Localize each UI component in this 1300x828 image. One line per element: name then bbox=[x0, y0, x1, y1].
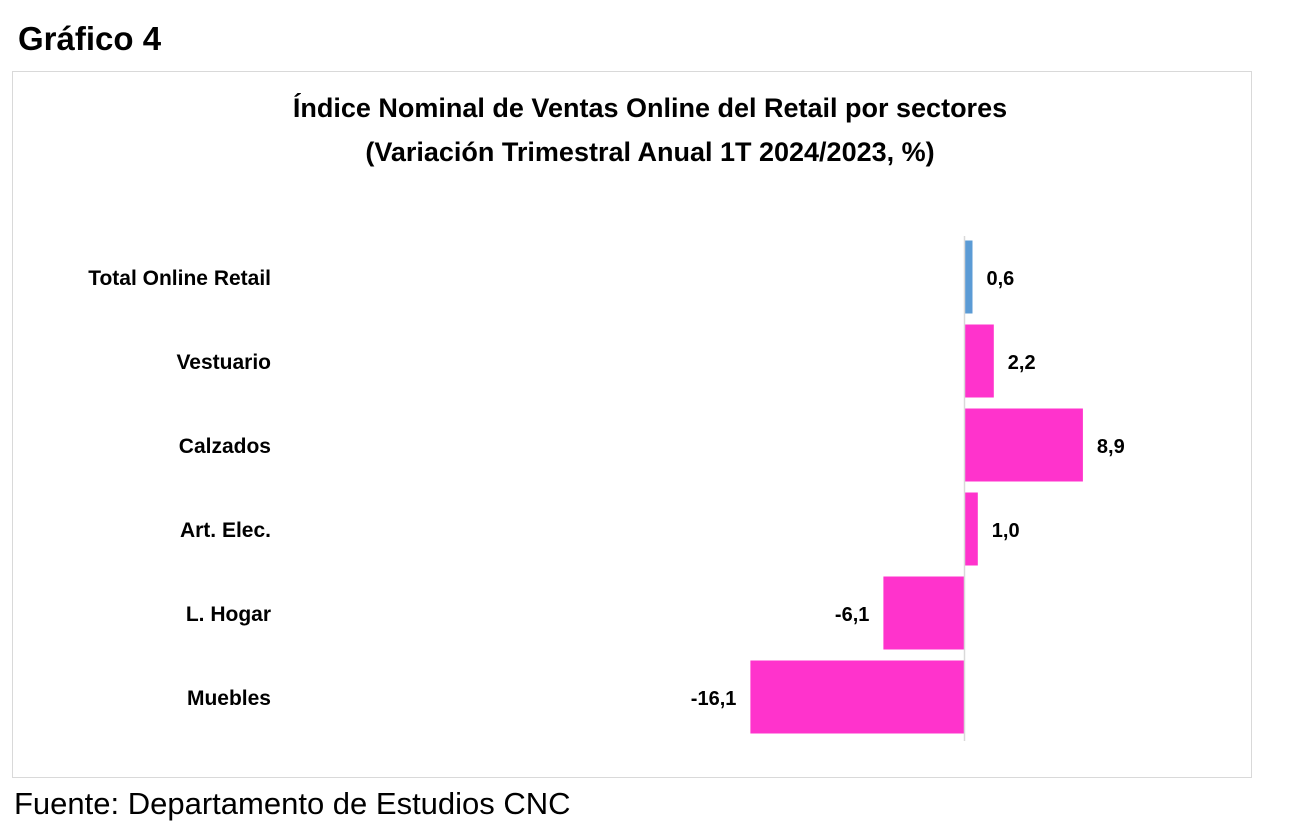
category-label: Vestuario bbox=[176, 351, 271, 374]
category-label: Art. Elec. bbox=[180, 519, 271, 542]
data-label: 8,9 bbox=[1097, 436, 1125, 458]
data-label: -16,1 bbox=[691, 688, 737, 710]
bar-0 bbox=[964, 240, 973, 314]
bar-2 bbox=[964, 408, 1083, 482]
figure-label: Gráfico 4 bbox=[18, 20, 162, 57]
bar-4 bbox=[883, 576, 965, 650]
chart-subtitle: (Variación Trimestral Anual 1T 2024/2023… bbox=[365, 137, 935, 167]
data-label: 1,0 bbox=[992, 520, 1020, 542]
category-label: Calzados bbox=[179, 435, 271, 458]
category-label: Muebles bbox=[187, 687, 271, 710]
chart-title: Índice Nominal de Ventas Online del Reta… bbox=[292, 93, 1008, 123]
category-label: Total Online Retail bbox=[88, 267, 271, 290]
data-label: -6,1 bbox=[835, 604, 869, 626]
bar-5 bbox=[750, 660, 965, 734]
data-label: 2,2 bbox=[1008, 352, 1036, 374]
source-note: Fuente: Departamento de Estudios CNC bbox=[14, 786, 571, 821]
category-label: L. Hogar bbox=[186, 603, 271, 626]
bar-3 bbox=[964, 492, 978, 566]
data-label: 0,6 bbox=[987, 268, 1015, 290]
bar-1 bbox=[964, 324, 994, 398]
